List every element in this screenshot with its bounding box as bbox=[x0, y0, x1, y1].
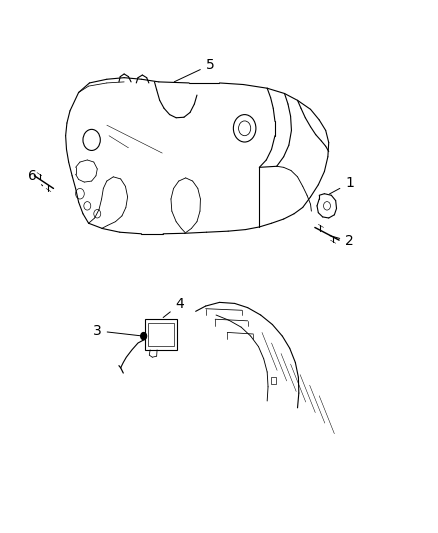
Bar bbox=[270, 377, 275, 384]
Text: 5: 5 bbox=[174, 58, 214, 82]
Circle shape bbox=[140, 333, 146, 340]
Bar bbox=[148, 324, 173, 345]
Text: 6: 6 bbox=[28, 169, 42, 186]
Text: 3: 3 bbox=[93, 324, 141, 338]
Text: 4: 4 bbox=[163, 297, 184, 318]
Bar bbox=[145, 319, 177, 350]
Text: 1: 1 bbox=[328, 176, 353, 194]
Text: 2: 2 bbox=[329, 234, 353, 248]
